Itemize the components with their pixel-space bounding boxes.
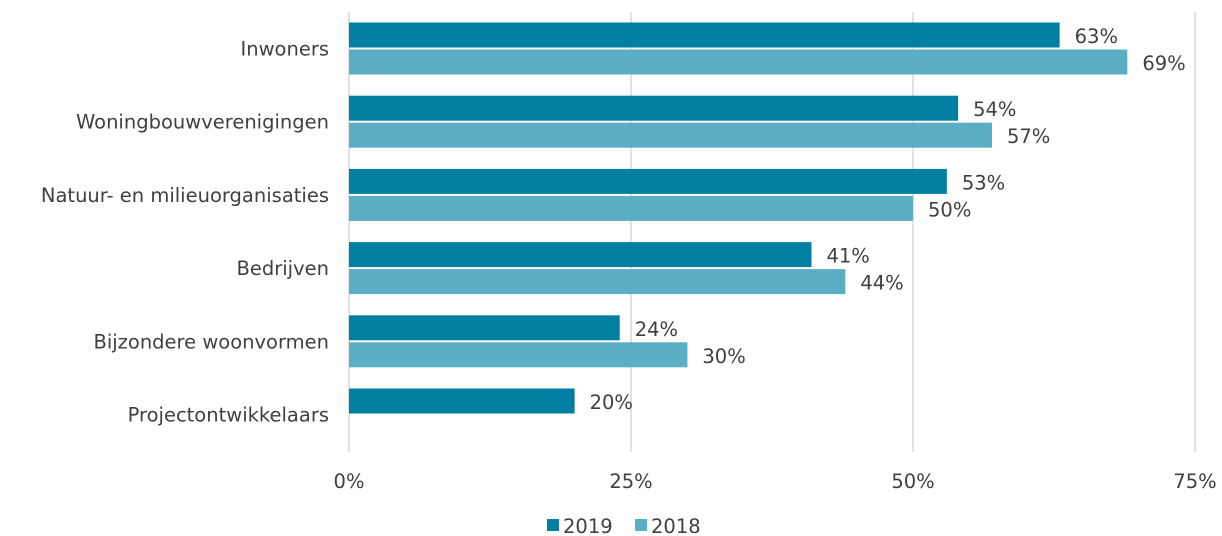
category-label-0: Inwoners	[240, 38, 329, 61]
category-label-4: Bijzondere woonvormen	[93, 330, 329, 353]
legend-label-2018: 2018	[651, 515, 701, 536]
x-tick-label-2: 50%	[891, 470, 934, 493]
legend-swatch-2018	[635, 519, 647, 531]
bar-2019-5	[349, 388, 575, 414]
bar-2019-3	[349, 242, 812, 268]
bar-2019-0	[349, 22, 1060, 48]
category-label-5: Projectontwikkelaars	[128, 404, 329, 427]
legend-label-2019: 2019	[563, 515, 613, 536]
x-tick-label-0: 0%	[334, 470, 365, 493]
x-tick-label-3: 75%	[1173, 470, 1216, 493]
bar-2019-2	[349, 168, 947, 194]
data-label-2019-1: 54%	[973, 98, 1016, 121]
data-label-2019-3: 41%	[826, 245, 869, 268]
bar-2018-0	[349, 49, 1128, 75]
bar-2019-4	[349, 315, 620, 341]
data-label-2018-4: 30%	[702, 345, 745, 368]
data-label-2018-0: 69%	[1142, 52, 1185, 75]
data-label-2018-2: 50%	[928, 198, 971, 221]
bar-2018-2	[349, 195, 913, 221]
data-label-2019-5: 20%	[590, 391, 633, 414]
data-label-2019-0: 63%	[1075, 25, 1118, 48]
data-label-2019-4: 24%	[635, 318, 678, 341]
bar-2018-4	[349, 342, 688, 368]
category-label-1: Woningbouwverenigingen	[76, 111, 329, 134]
legend-swatch-2019	[547, 519, 559, 531]
data-label-2018-1: 57%	[1007, 125, 1050, 148]
category-label-3: Bedrijven	[236, 257, 329, 280]
x-tick-label-1: 25%	[609, 470, 652, 493]
bar-2019-1	[349, 95, 959, 121]
data-label-2018-3: 44%	[860, 272, 903, 295]
bar-2018-1	[349, 122, 992, 148]
category-label-2: Natuur- en milieuorganisaties	[41, 184, 329, 207]
data-label-2019-2: 53%	[962, 171, 1005, 194]
bar-2018-3	[349, 269, 846, 295]
